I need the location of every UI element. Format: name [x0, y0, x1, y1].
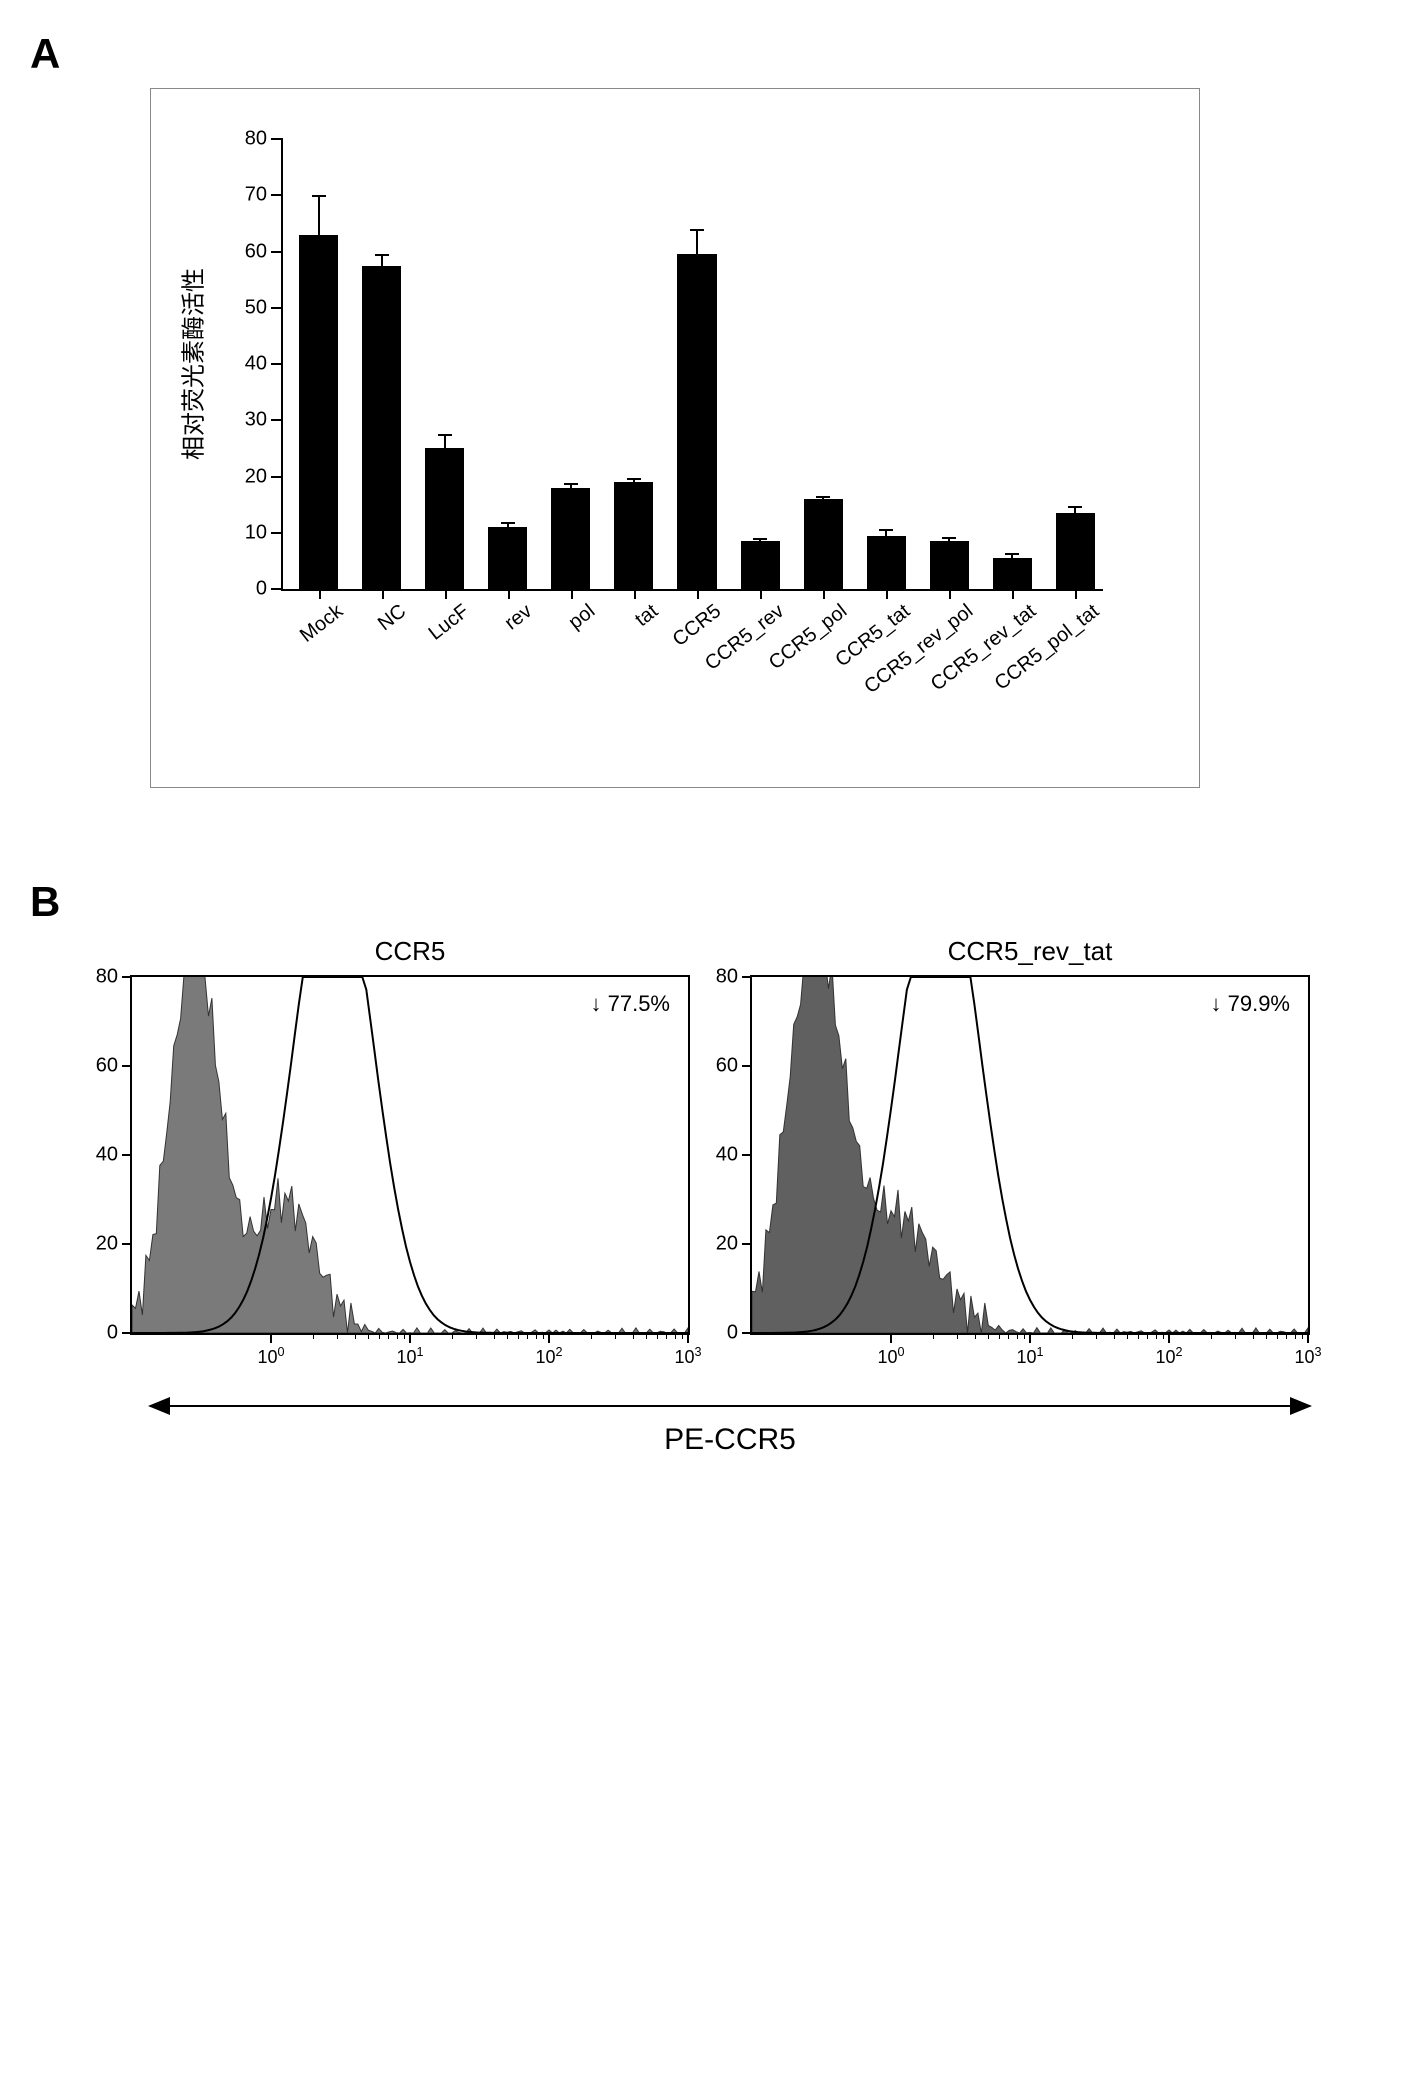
y-tick-label: 80 [96, 966, 132, 989]
panel-a-frame: 01020304050607080MockNCLucFrevpoltatCCR5… [150, 88, 1200, 788]
y-tick-label: 0 [107, 1322, 132, 1345]
panel-b: CCR5020406080100101102103↓ 77.5%CCR5_rev… [130, 936, 1330, 1465]
x-tick-label: Mock [287, 589, 347, 648]
bar [804, 499, 843, 589]
y-tick-label: 40 [716, 1144, 752, 1167]
y-tick-label: 10 [245, 521, 283, 544]
bar [930, 541, 969, 589]
bar [1056, 513, 1095, 589]
bar [362, 266, 401, 589]
x-axis-arrow: PE-CCR5 [150, 1395, 1310, 1465]
y-tick-label: 60 [716, 1055, 752, 1078]
y-tick-label: 20 [716, 1233, 752, 1256]
y-tick-label: 80 [245, 128, 283, 151]
x-axis-label: PE-CCR5 [664, 1423, 796, 1457]
y-tick-label: 70 [245, 184, 283, 207]
bar [488, 527, 527, 589]
bar [741, 541, 780, 589]
arrow-left-icon [148, 1397, 170, 1415]
y-tick-label: 20 [96, 1233, 132, 1256]
x-tick-label: 101 [1016, 1333, 1043, 1368]
histogram-filled [752, 977, 1308, 1333]
x-tick-label: 101 [396, 1333, 423, 1368]
y-tick-label: 20 [245, 465, 283, 488]
y-tick-label: 60 [245, 240, 283, 263]
x-tick-label: 100 [257, 1333, 284, 1368]
x-tick-label: 103 [674, 1333, 701, 1368]
bar [993, 558, 1032, 589]
y-tick-label: 40 [245, 353, 283, 376]
x-tick-label: 100 [877, 1333, 904, 1368]
y-tick-label: 60 [96, 1055, 132, 1078]
y-tick-label: 30 [245, 409, 283, 432]
histogram-title: CCR5 [130, 936, 690, 967]
x-tick-label: LucF [416, 589, 474, 646]
x-tick-label: pol [556, 589, 600, 635]
x-tick-label: 103 [1294, 1333, 1321, 1368]
histogram-filled [132, 977, 688, 1333]
x-tick-label: 102 [1155, 1333, 1182, 1368]
y-tick-label: 80 [716, 966, 752, 989]
panel-a-label: A [30, 30, 1384, 78]
arrow-right-icon [1290, 1397, 1312, 1415]
y-tick-label: 50 [245, 296, 283, 319]
histogram-panel: CCR5_rev_tat020406080100101102103↓ 79.9% [750, 936, 1310, 1335]
bar [299, 235, 338, 589]
histogram-panel: CCR5020406080100101102103↓ 77.5% [130, 936, 690, 1335]
bar-chart: 01020304050607080MockNCLucFrevpoltatCCR5… [281, 139, 1101, 589]
bar [425, 448, 464, 589]
bar [867, 536, 906, 589]
y-tick-label: 0 [727, 1322, 752, 1345]
y-tick-label: 40 [96, 1144, 132, 1167]
y-axis-label: 相对荧光素酶活性 [174, 268, 209, 460]
bar [614, 482, 653, 589]
x-tick-label: NC [365, 589, 411, 636]
x-tick-label: rev [492, 589, 537, 635]
bar [551, 488, 590, 589]
histogram-title: CCR5_rev_tat [750, 936, 1310, 967]
x-tick-label: tat [622, 589, 662, 632]
panel-b-label: B [30, 878, 1384, 926]
y-tick-label: 0 [256, 578, 283, 601]
x-tick-label: 102 [535, 1333, 562, 1368]
bar [677, 254, 716, 589]
